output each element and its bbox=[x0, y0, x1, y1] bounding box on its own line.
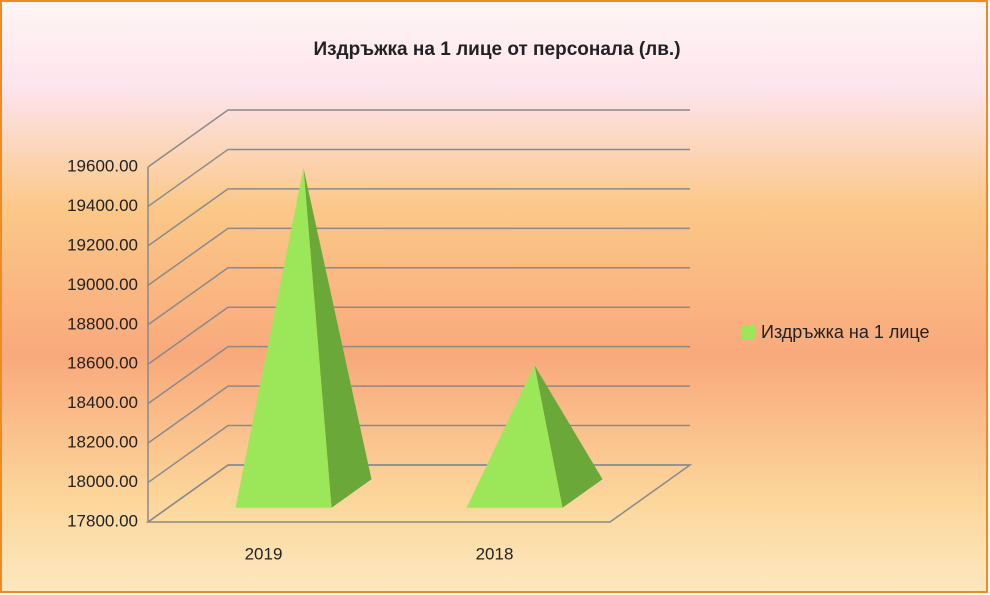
y-tick-label: 19200.00 bbox=[67, 235, 138, 254]
grid-line bbox=[147, 267, 690, 326]
y-tick-label: 17800.00 bbox=[67, 511, 138, 530]
pyramid bbox=[466, 365, 563, 508]
legend-swatch bbox=[741, 325, 755, 339]
pyramid-side bbox=[534, 365, 603, 508]
grid-line bbox=[147, 227, 690, 286]
x-tick-label: 2019 bbox=[245, 544, 283, 563]
x-tick-label: 2018 bbox=[476, 544, 514, 563]
y-tick-label: 18400.00 bbox=[67, 393, 138, 412]
y-tick-label: 19600.00 bbox=[67, 156, 138, 175]
y-tick-label: 19400.00 bbox=[67, 196, 138, 215]
y-tick-label: 18200.00 bbox=[67, 433, 138, 452]
grid-line bbox=[147, 109, 690, 168]
grid-line bbox=[147, 345, 690, 405]
pyramid-side bbox=[303, 168, 372, 508]
y-tick-label: 18600.00 bbox=[67, 354, 138, 373]
chart-title: Издръжка на 1 лице от персонала (лв.) bbox=[313, 39, 680, 60]
grid-line bbox=[147, 188, 690, 247]
y-tick-label: 19000.00 bbox=[67, 275, 138, 294]
pyramid bbox=[235, 168, 332, 508]
y-tick-label: 18800.00 bbox=[67, 314, 138, 333]
y-tick-label: 18000.00 bbox=[67, 472, 138, 491]
grid-line bbox=[147, 148, 690, 208]
grid-line bbox=[147, 306, 690, 365]
legend-label: Издръжка на 1 лице bbox=[761, 322, 930, 342]
